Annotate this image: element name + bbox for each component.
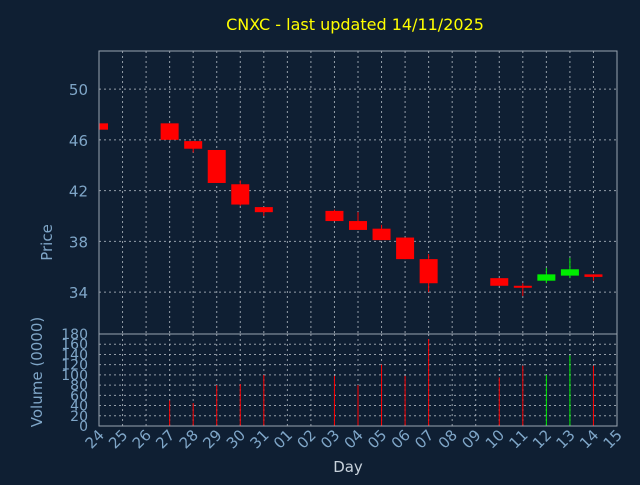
volume-layer (169, 339, 594, 426)
volume-axis-label: Volume (0000) (28, 317, 46, 427)
price-tick-labels: 34 38 42 46 50 (69, 81, 88, 302)
volume-tick-label: 160 (61, 337, 88, 353)
x-tick-label: 09 (458, 426, 484, 452)
price-tick-label: 50 (69, 81, 88, 99)
x-tick-label: 27 (152, 426, 178, 452)
price-tick-label: 42 (69, 183, 88, 201)
price-axis-label: Price (38, 224, 56, 261)
volume-tick-label: 40 (70, 399, 88, 415)
x-tick-label: 01 (270, 426, 296, 452)
volume-tick-label: 120 (61, 358, 88, 374)
volume-tick-label: 100 (61, 368, 88, 384)
candle-body (207, 149, 226, 183)
x-tick-label: 03 (317, 426, 343, 452)
volume-panel-frame (98, 333, 618, 427)
x-tick-label: 31 (246, 426, 272, 452)
volume-tick-label: 0 (79, 419, 88, 435)
x-tick-label: 14 (576, 426, 602, 452)
x-tick-label: 08 (435, 426, 461, 452)
x-axis-label: Day (333, 458, 363, 476)
candle-body (372, 228, 391, 241)
candle-body (396, 237, 415, 260)
x-tick-label: 29 (199, 426, 225, 452)
volume-tick-label: 60 (70, 388, 88, 404)
x-tick-label: 26 (129, 426, 155, 452)
x-tick-label: 13 (553, 426, 579, 452)
x-tick-label: 28 (176, 426, 202, 452)
candle-body (560, 269, 579, 276)
volume-tick-label: 80 (70, 378, 88, 394)
x-tick-labels: 2425262728293031010203040506070809101112… (82, 426, 626, 452)
x-tick-label: 06 (388, 426, 414, 452)
candle-body (513, 285, 532, 288)
candle-body (584, 274, 603, 277)
candle-body (254, 207, 273, 213)
x-tick-label: 11 (505, 426, 531, 452)
candle-body (419, 259, 438, 284)
volume-tick-label: 140 (61, 347, 88, 363)
x-tick-label: 04 (341, 426, 367, 452)
x-tick-label: 25 (105, 426, 131, 452)
candle-body (160, 123, 179, 140)
x-tick-label: 02 (294, 426, 320, 452)
price-tick-label: 38 (69, 233, 88, 251)
chart-title: CNXC - last updated 14/11/2025 (226, 15, 484, 34)
candle-body (349, 221, 367, 230)
x-tick-label: 30 (223, 426, 249, 452)
x-tick-label: 05 (364, 426, 390, 452)
candle-body (325, 210, 344, 222)
candle-body (537, 274, 556, 281)
price-tick-label: 46 (69, 132, 88, 150)
price-tick-label: 34 (69, 284, 88, 302)
x-tick-label: 10 (482, 426, 508, 452)
x-tick-label: 07 (411, 426, 437, 452)
volume-tick-label: 180 (61, 327, 88, 343)
candles-layer (98, 122, 603, 296)
candle-body (184, 141, 203, 149)
price-grid (98, 51, 618, 334)
volume-tick-label: 20 (70, 409, 88, 425)
x-tick-label: 15 (600, 426, 626, 452)
x-tick-label: 12 (529, 426, 555, 452)
candle-body (490, 278, 509, 286)
candle-body (99, 123, 108, 130)
candle-body (231, 184, 250, 205)
